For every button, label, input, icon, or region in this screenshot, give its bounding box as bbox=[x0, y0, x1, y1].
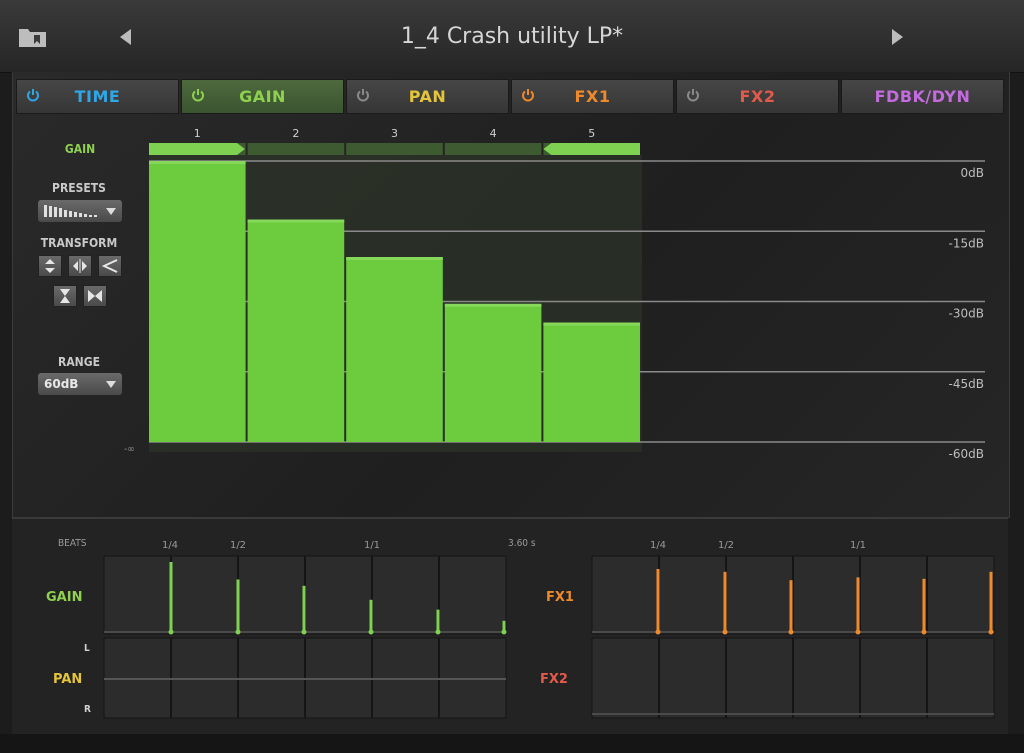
tab-gain[interactable]: GAIN bbox=[181, 79, 344, 114]
expand-icon bbox=[88, 290, 102, 302]
tab-fx2[interactable]: FX2 bbox=[676, 79, 839, 114]
range-value: 60dB bbox=[44, 377, 79, 391]
duration-label: 3.60 s bbox=[508, 538, 536, 549]
gain-bar[interactable] bbox=[543, 322, 640, 442]
gain-lane-label: GAIN bbox=[46, 590, 83, 605]
preset-title[interactable]: 1_4 Crash utility LP* bbox=[400, 24, 624, 49]
flip-vertical-icon bbox=[45, 259, 55, 273]
power-icon[interactable] bbox=[191, 88, 205, 102]
tab-fdbk-dyn[interactable]: FDBK/DYN bbox=[841, 79, 1004, 114]
preset-bar: 1_4 Crash utility LP* bbox=[0, 0, 1024, 73]
power-icon[interactable] bbox=[356, 88, 370, 102]
flip-vertical-button[interactable] bbox=[38, 255, 62, 277]
tab-label: GAIN bbox=[239, 87, 286, 106]
chevron-down-icon bbox=[106, 381, 116, 388]
flip-horizontal-button[interactable] bbox=[68, 255, 92, 277]
power-icon[interactable] bbox=[521, 88, 535, 102]
transform-label: TRANSFORM bbox=[40, 236, 118, 250]
ramp-button[interactable] bbox=[98, 255, 122, 277]
previous-preset-icon[interactable] bbox=[120, 29, 131, 45]
tab-label: FX2 bbox=[739, 87, 776, 106]
fx2-lane-label: FX2 bbox=[540, 672, 568, 687]
preset-shape-icon bbox=[44, 205, 97, 217]
tab-label: PAN bbox=[408, 87, 447, 106]
tab-fx1[interactable]: FX1 bbox=[511, 79, 674, 114]
range-label: RANGE bbox=[58, 355, 100, 369]
compress-button[interactable] bbox=[53, 285, 77, 307]
expand-button[interactable] bbox=[83, 285, 107, 307]
chevron-down-icon bbox=[106, 208, 116, 215]
tab-label: TIME bbox=[74, 87, 121, 106]
presets-label: PRESETS bbox=[52, 181, 106, 195]
gain-bar[interactable] bbox=[444, 303, 542, 442]
tab-label: FDBK/DYN bbox=[874, 87, 971, 106]
ramp-icon bbox=[102, 259, 118, 273]
tab-time[interactable]: TIME bbox=[16, 79, 179, 114]
gain-bar[interactable] bbox=[247, 219, 345, 442]
presets-dropdown[interactable] bbox=[38, 200, 122, 222]
flip-horizontal-icon bbox=[73, 259, 87, 273]
range-dropdown[interactable]: 60dB bbox=[38, 373, 122, 395]
gain-bar[interactable] bbox=[346, 257, 443, 442]
tab-label: FX1 bbox=[574, 87, 611, 106]
beats-label: BEATS bbox=[58, 538, 87, 549]
pan-right-label: R bbox=[84, 704, 91, 715]
footer-bar bbox=[0, 734, 1024, 753]
timeline-panel bbox=[12, 518, 1008, 734]
gain-bar[interactable] bbox=[149, 161, 246, 442]
gain-handle-label: GAIN bbox=[64, 142, 96, 156]
module-tabs: TIME GAIN PAN FX1 FX2 FDBK/DYN bbox=[16, 79, 1004, 114]
neg-inf-label: -∞ bbox=[124, 444, 135, 455]
power-icon[interactable] bbox=[26, 88, 40, 102]
pan-lane-label: PAN bbox=[53, 672, 83, 687]
tab-pan[interactable]: PAN bbox=[346, 79, 509, 114]
compress-icon bbox=[60, 289, 70, 303]
fx1-lane-label: FX1 bbox=[546, 590, 574, 605]
pan-left-label: L bbox=[84, 643, 90, 654]
power-icon[interactable] bbox=[686, 88, 700, 102]
next-preset-icon[interactable] bbox=[892, 29, 903, 45]
folder-icon[interactable] bbox=[18, 26, 47, 48]
